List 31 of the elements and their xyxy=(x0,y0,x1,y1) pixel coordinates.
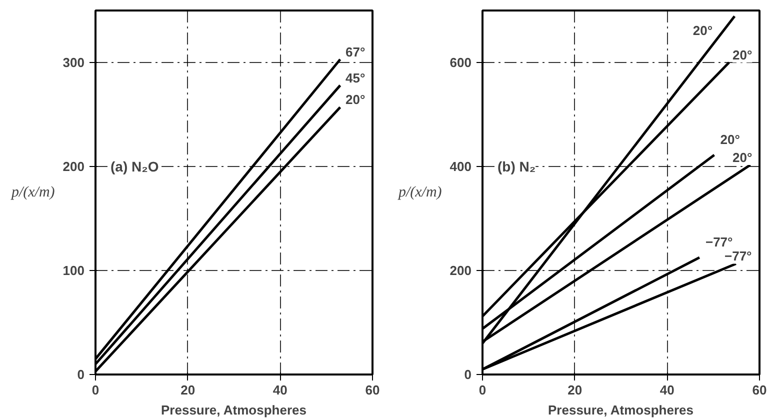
y-tick-label: 300 xyxy=(62,55,85,70)
x-tick-label: 60 xyxy=(752,382,767,398)
y-tick-label: 100 xyxy=(62,263,85,278)
series-label: 20° xyxy=(346,92,366,108)
x-tick-label: 40 xyxy=(272,382,288,398)
y-tick-label: 200 xyxy=(62,159,85,174)
x-axis-title: Pressure, Atmospheres xyxy=(548,402,694,418)
x-tick-label: 20 xyxy=(568,382,582,398)
y-axis-title: p/(x/m) xyxy=(10,184,55,200)
x-tick-label: 20 xyxy=(180,382,196,398)
series-label: 20° xyxy=(692,23,713,38)
series-label: 67° xyxy=(346,44,366,60)
y-tick-label: 400 xyxy=(450,159,472,174)
annotation: (a) N₂O xyxy=(110,158,159,174)
y-tick-label: 200 xyxy=(450,263,472,278)
x-tick-label: 0 xyxy=(478,382,486,398)
series-label: 20° xyxy=(720,132,740,148)
series-label: −77° xyxy=(705,234,733,250)
series-label: 20° xyxy=(732,150,752,165)
y-tick-label: 600 xyxy=(450,55,472,70)
y-tick-label: 0 xyxy=(77,367,85,382)
x-tick-label: 60 xyxy=(365,382,380,398)
series-label: 45° xyxy=(346,70,366,86)
series-label: 20° xyxy=(732,48,752,62)
series-label: −77° xyxy=(724,248,752,264)
y-axis-title: p/(x/m) xyxy=(397,184,442,200)
x-tick-label: 40 xyxy=(660,382,674,398)
y-tick-label: 0 xyxy=(464,367,472,382)
annotation: (b) N₂ xyxy=(498,158,536,174)
x-tick-label: 0 xyxy=(92,382,100,398)
x-axis-title: Pressure, Atmospheres xyxy=(161,402,307,418)
